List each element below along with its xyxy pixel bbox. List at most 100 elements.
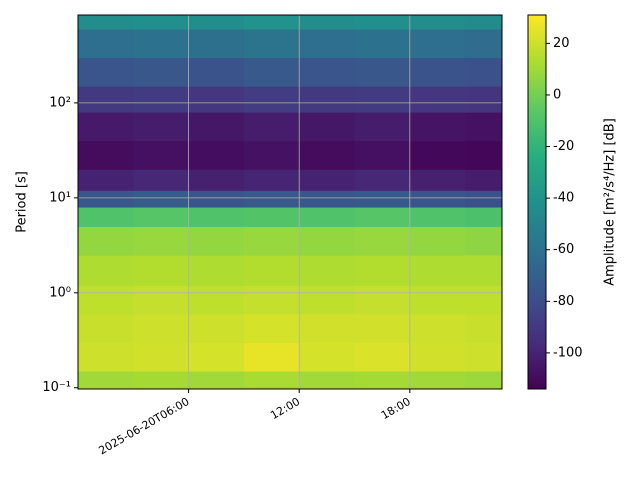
heatmap-cell (354, 313, 411, 343)
heatmap-cell (243, 190, 300, 208)
heatmap-cell (133, 207, 190, 227)
heatmap-cell (409, 169, 466, 191)
heatmap-cell (78, 57, 134, 87)
heatmap-cell (465, 313, 503, 343)
heatmap-cell (299, 140, 356, 170)
heatmap-cell (465, 57, 503, 87)
heatmap-cell (354, 86, 411, 113)
heatmap-cell (354, 371, 411, 390)
heatmap-cell (409, 371, 466, 390)
heatmap-cell (188, 140, 245, 170)
heatmap-cell (409, 112, 466, 142)
heatmap-cell (188, 342, 245, 372)
heatmap-cell (188, 112, 245, 142)
colorbar-tick-label: -80 (553, 294, 574, 309)
colorbar-label: Amplitude [m²/s⁴/Hz] [dB] (603, 118, 618, 286)
heatmap-cell (243, 29, 300, 59)
heatmap-cell (78, 313, 134, 343)
heatmap-cell (409, 342, 466, 372)
heatmap-cell (299, 285, 356, 315)
heatmap-cell (78, 255, 134, 286)
heatmap-cell (465, 190, 503, 208)
heatmap-cell (243, 15, 300, 30)
heatmap-cell (188, 313, 245, 343)
y-tick-label: 10¹ (49, 190, 71, 205)
heatmap-cell (188, 255, 245, 286)
heatmap-cell (78, 169, 134, 191)
x-tick-label: 18:00 (379, 395, 413, 422)
heatmap-cell (354, 29, 411, 59)
heatmap-cell (243, 255, 300, 286)
heatmap-cell (243, 313, 300, 343)
heatmap-cell (78, 342, 134, 372)
colorbar (527, 14, 547, 390)
heatmap-cell (133, 190, 190, 208)
heatmap-cell (188, 57, 245, 87)
heatmap-cell (133, 169, 190, 191)
heatmap-cell (465, 207, 503, 227)
heatmap (78, 15, 503, 390)
heatmap-cell (299, 15, 356, 30)
heatmap-cell (299, 29, 356, 59)
colorbar-tick-label: -40 (553, 191, 574, 206)
heatmap-cell (133, 342, 190, 372)
heatmap-cell (299, 112, 356, 142)
heatmap-cell (188, 285, 245, 315)
heatmap-cell (354, 342, 411, 372)
heatmap-cell (133, 285, 190, 315)
heatmap-cell (133, 313, 190, 343)
heatmap-cell (78, 285, 134, 315)
heatmap-cell (133, 371, 190, 390)
heatmap-cell (243, 285, 300, 315)
heatmap-cell (354, 140, 411, 170)
heatmap-cell (243, 342, 300, 372)
heatmap-cell (299, 313, 356, 343)
heatmap-cell (188, 207, 245, 227)
heatmap-cell (354, 207, 411, 227)
heatmap-cell (299, 371, 356, 390)
colorbar-tick-label: -100 (553, 345, 583, 360)
heatmap-cell (465, 140, 503, 170)
heatmap-cell (354, 57, 411, 87)
heatmap-cell (409, 57, 466, 87)
heatmap-cell (409, 29, 466, 59)
heatmap-cell (188, 29, 245, 59)
heatmap-cell (465, 285, 503, 315)
y-tick-label: 10⁰ (49, 285, 71, 300)
heatmap-cell (243, 140, 300, 170)
heatmap-cell (188, 15, 245, 30)
y-axis-label: Period [s] (15, 171, 30, 233)
heatmap-cell (354, 169, 411, 191)
y-tick-label: 10² (49, 95, 71, 110)
x-tick-label: 2025-06-20T06:00 (96, 395, 191, 457)
heatmap-cell (133, 226, 190, 256)
heatmap-cell (78, 371, 134, 390)
heatmap-cell (465, 226, 503, 256)
colorbar-tick-label: -60 (553, 242, 574, 257)
heatmap-cell (409, 15, 466, 30)
heatmap-cell (243, 226, 300, 256)
heatmap-cell (78, 226, 134, 256)
heatmap-cell (78, 29, 134, 59)
heatmap-cell (354, 255, 411, 286)
heatmap-cell (354, 112, 411, 142)
heatmap-cell (354, 190, 411, 208)
heatmap-cell (465, 255, 503, 286)
heatmap-cell (465, 112, 503, 142)
heatmap-cell (409, 190, 466, 208)
heatmap-cell (133, 57, 190, 87)
heatmap-cell (243, 112, 300, 142)
heatmap-cell (299, 190, 356, 208)
heatmap-cell (133, 140, 190, 170)
heatmap-cell (299, 57, 356, 87)
heatmap-cell (354, 285, 411, 315)
heatmap-cell (465, 15, 503, 30)
heatmap-cell (243, 371, 300, 390)
heatmap-cell (465, 29, 503, 59)
heatmap-cell (465, 169, 503, 191)
heatmap-cell (188, 371, 245, 390)
heatmap-cell (133, 15, 190, 30)
heatmap-cell (243, 169, 300, 191)
heatmap-cell (299, 169, 356, 191)
